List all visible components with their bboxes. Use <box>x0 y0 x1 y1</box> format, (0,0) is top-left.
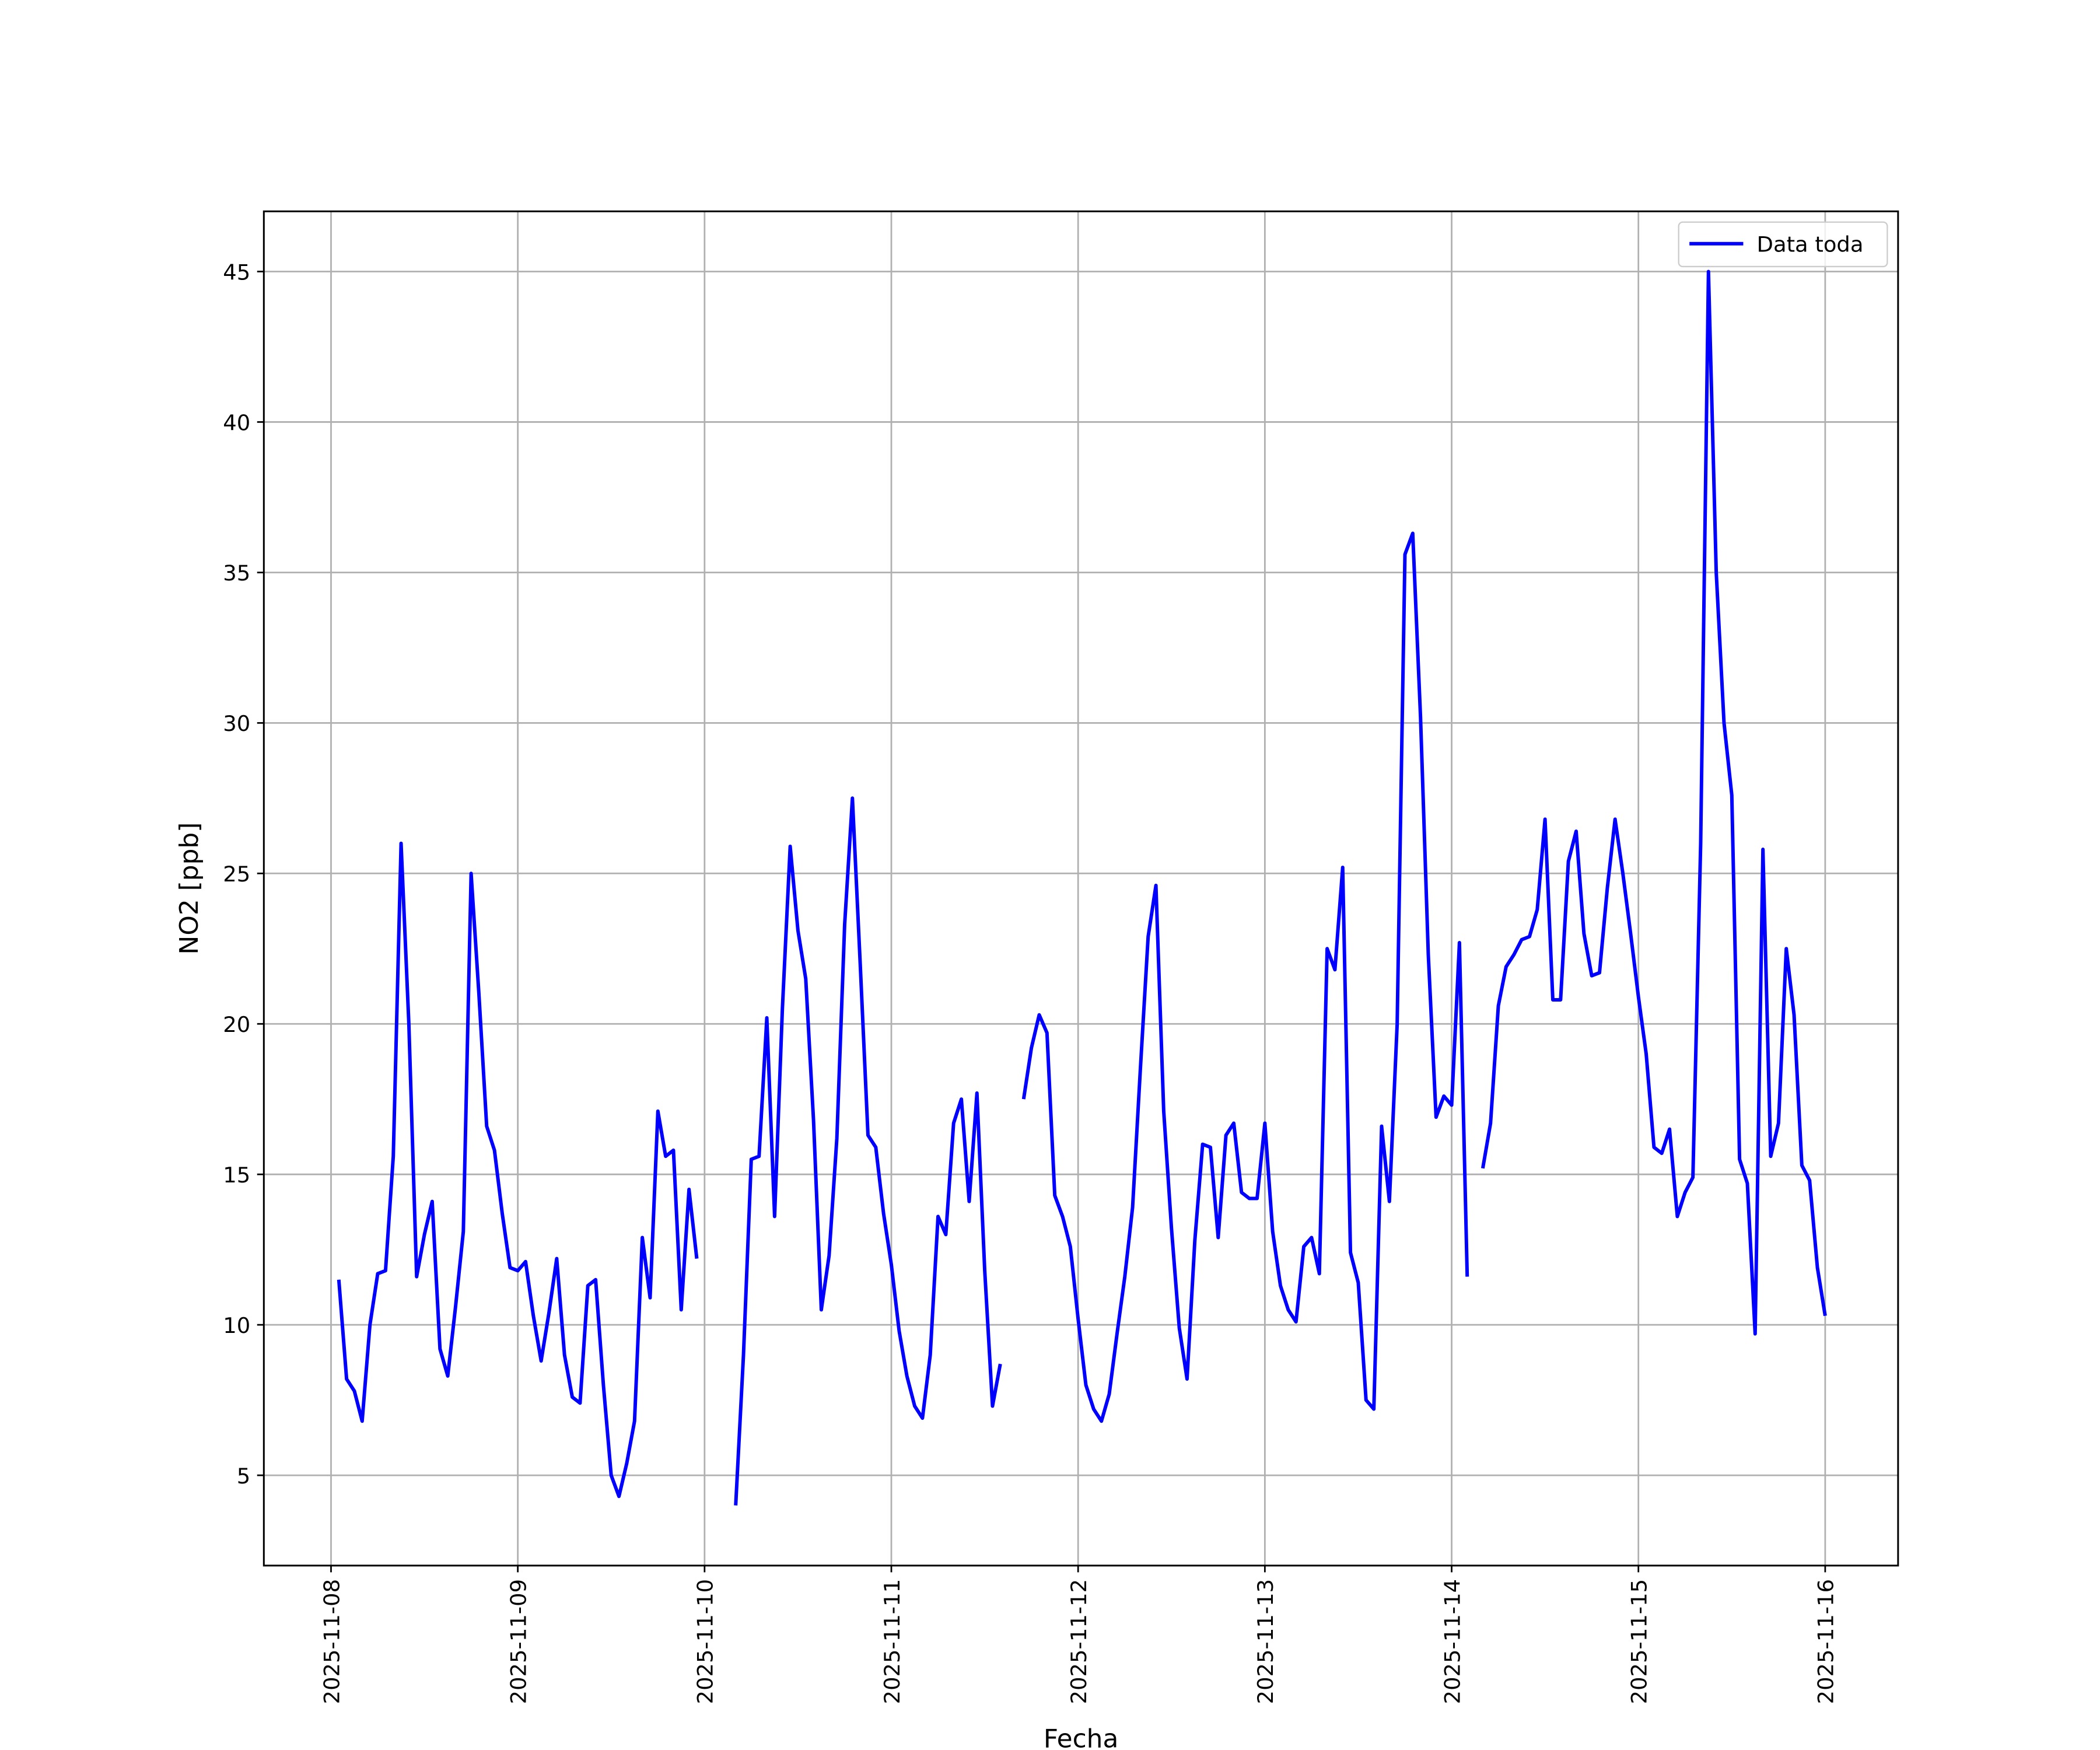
x-axis-label: Fecha <box>1044 1724 1119 1750</box>
legend-box <box>1678 221 1888 268</box>
data-line <box>337 270 1827 1506</box>
x-tick-label: 2025-11-16 <box>1814 1579 1839 1704</box>
y-tick-label: 20 <box>223 1012 250 1037</box>
y-tick-label: 25 <box>223 862 250 887</box>
x-tick-label: 2025-11-13 <box>1253 1579 1278 1704</box>
y-tick-label: 35 <box>223 561 250 586</box>
x-tick-label: 2025-11-08 <box>319 1579 344 1704</box>
y-axis-label: NO2 [ppb] <box>174 822 204 955</box>
y-tick-label: 5 <box>237 1464 250 1489</box>
x-tick-label: 2025-11-11 <box>880 1579 905 1704</box>
y-tick-label: 45 <box>223 260 250 285</box>
x-tick-label: 2025-11-09 <box>506 1579 531 1704</box>
x-tick-label: 2025-11-10 <box>693 1579 718 1704</box>
x-tick-label: 2025-11-15 <box>1627 1579 1652 1704</box>
y-tick-label: 15 <box>223 1163 250 1188</box>
y-tick-label: 10 <box>223 1313 250 1338</box>
plot-frame <box>262 210 1899 1567</box>
y-tick-label: 40 <box>223 410 250 435</box>
legend: Data toda <box>1678 221 1888 268</box>
x-tick-label: 2025-11-14 <box>1440 1579 1465 1704</box>
legend-label: Data toda <box>1757 232 1864 257</box>
x-tick-label: 2025-11-12 <box>1066 1579 1091 1704</box>
y-tick-label: 30 <box>223 711 250 736</box>
